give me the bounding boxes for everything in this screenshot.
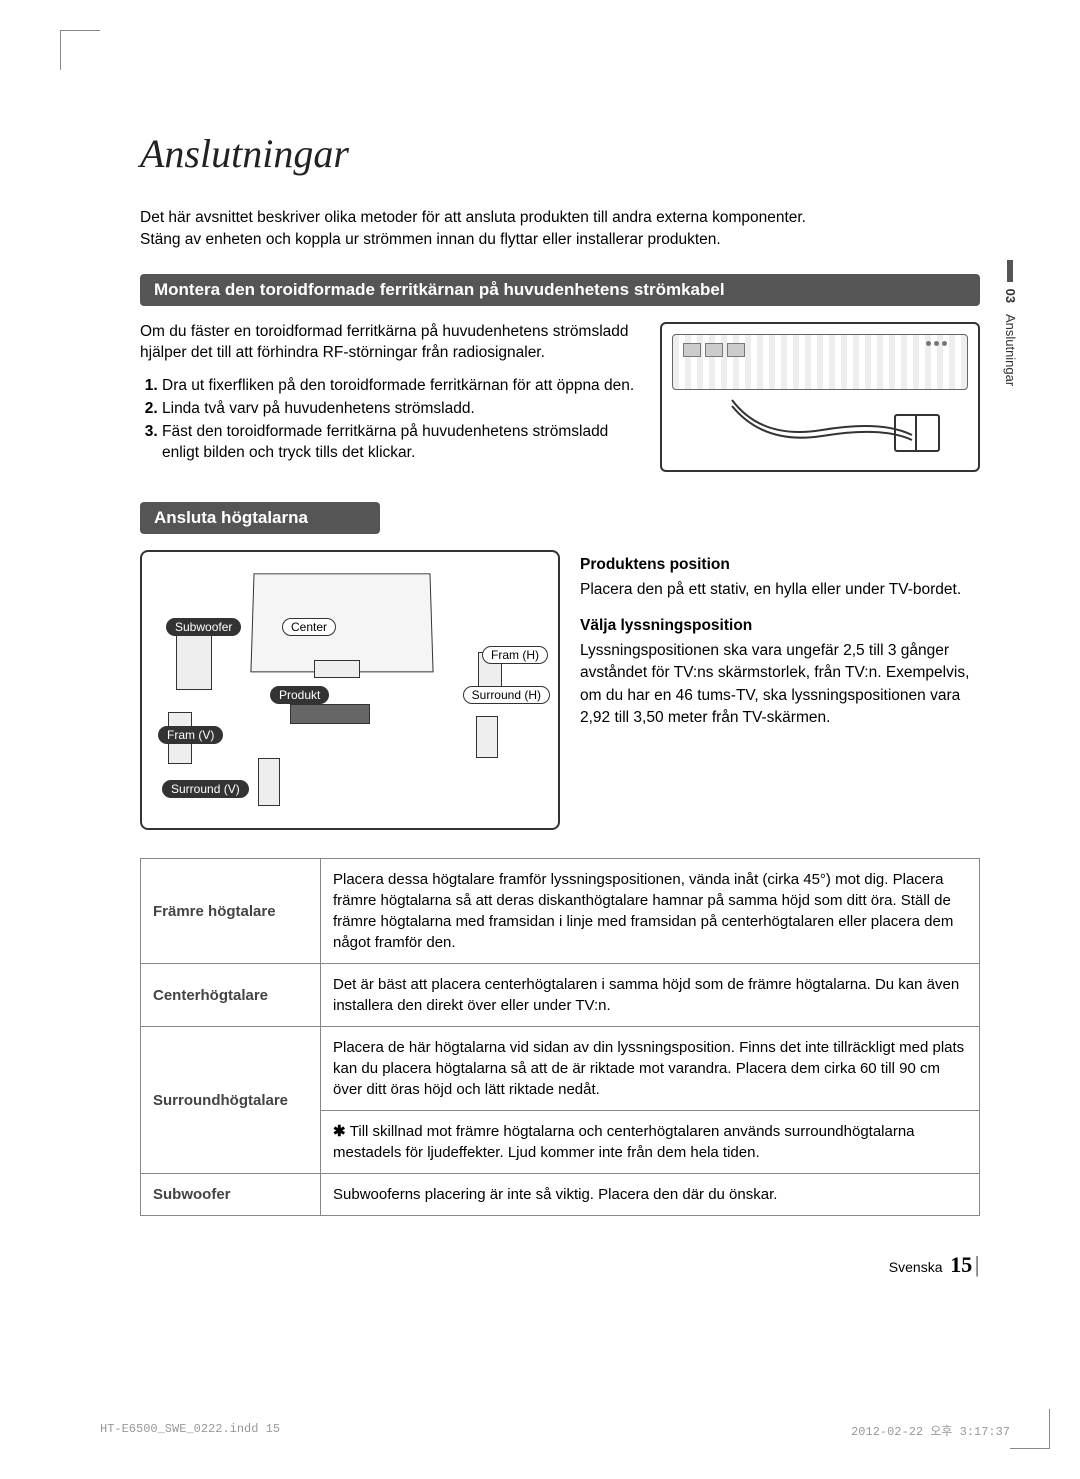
intro-text: Det här avsnittet beskriver olika metode… <box>140 207 980 250</box>
position-para-1: Placera den på ett stativ, en hylla elle… <box>580 579 980 601</box>
table-row: Subwoofer Subwooferns placering är inte … <box>141 1174 980 1216</box>
ferrite-row: Om du fäster en toroidformad ferritkärna… <box>140 322 980 472</box>
manual-page: 03 Anslutningar Anslutningar Det här avs… <box>0 0 1080 1479</box>
surround-left-shape <box>258 758 280 806</box>
label-front-l: Fram (V) <box>158 726 223 744</box>
position-text: Produktens position Placera den på ett s… <box>580 550 980 743</box>
crop-mark-tl <box>60 30 100 70</box>
side-chapter-text: Anslutningar <box>1003 314 1018 386</box>
ferrite-para: Om du fäster en toroidformad ferritkärna… <box>140 322 640 364</box>
label-subwoofer: Subwoofer <box>166 618 241 636</box>
center-shape <box>314 660 360 678</box>
ferrite-steps: Dra ut fixerfliken på den toroidformade … <box>140 376 640 464</box>
label-product: Produkt <box>270 686 329 704</box>
page-title: Anslutningar <box>140 130 980 177</box>
print-footer: HT-E6500_SWE_0222.indd 15 2012-02-22 오후 … <box>100 1422 1010 1439</box>
print-file: HT-E6500_SWE_0222.indd 15 <box>100 1422 280 1439</box>
star-icon: ✱ <box>333 1123 350 1140</box>
tv-shape <box>250 574 433 673</box>
table-row: Surroundhögtalare Placera de här högtala… <box>141 1027 980 1111</box>
cell-center-label: Centerhögtalare <box>141 964 321 1027</box>
table-row: Främre högtalare Placera dessa högtalare… <box>141 859 980 964</box>
side-chapter-number: 03 <box>1003 289 1018 303</box>
cell-surround-text: Placera de här högtalarna vid sidan av d… <box>321 1027 980 1111</box>
speaker-layout-diagram: Subwoofer Center Fram (H) Fram (V) Surro… <box>140 550 560 830</box>
footer-page-number: 15 <box>950 1252 972 1277</box>
section-heading-ferrite: Montera den toroidformade ferritkärnan p… <box>140 274 980 306</box>
table-row: Centerhögtalare Det är bäst att placera … <box>141 964 980 1027</box>
label-surround-r: Surround (H) <box>463 686 550 704</box>
position-heading-2: Välja lyssningsposition <box>580 615 980 637</box>
surround-right-shape <box>476 716 498 758</box>
step-2: Linda två varv på huvudenhetens strömsla… <box>162 399 640 420</box>
position-heading-1: Produktens position <box>580 554 980 576</box>
speaker-row: Subwoofer Center Fram (H) Fram (V) Surro… <box>140 550 980 830</box>
print-date: 2012-02-22 오후 3:17:37 <box>851 1422 1010 1439</box>
subwoofer-shape <box>176 632 212 690</box>
label-center: Center <box>282 618 336 636</box>
crop-mark-br <box>1010 1409 1050 1449</box>
footer-lang: Svenska <box>889 1259 943 1275</box>
cell-surround-note: ✱ Till skillnad mot främre högtalarna oc… <box>321 1111 980 1174</box>
cell-sub-label: Subwoofer <box>141 1174 321 1216</box>
label-surround-l: Surround (V) <box>162 780 249 798</box>
ferrite-core-icon <box>894 414 940 452</box>
label-front-r: Fram (H) <box>482 646 548 664</box>
device-illustration <box>660 322 980 472</box>
ferrite-text: Om du fäster en toroidformad ferritkärna… <box>140 322 640 466</box>
cell-surround-label: Surroundhögtalare <box>141 1027 321 1174</box>
cell-front-text: Placera dessa högtalare framför lyssning… <box>321 859 980 964</box>
page-footer: Svenska 15| <box>140 1252 980 1278</box>
cell-sub-text: Subwooferns placering är inte så viktig.… <box>321 1174 980 1216</box>
speaker-placement-table: Främre högtalare Placera dessa högtalare… <box>140 858 980 1216</box>
product-shape <box>290 704 370 724</box>
cell-center-text: Det är bäst att placera centerhögtalaren… <box>321 964 980 1027</box>
cell-front-label: Främre högtalare <box>141 859 321 964</box>
position-para-2: Lyssningspositionen ska vara ungefär 2,5… <box>580 640 980 730</box>
section-heading-speakers: Ansluta högtalarna <box>140 502 380 534</box>
side-chapter-tab: 03 Anslutningar <box>1003 260 1018 386</box>
step-3: Fäst den toroidformade ferritkärna på hu… <box>162 422 640 464</box>
step-1: Dra ut fixerfliken på den toroidformade … <box>162 376 640 397</box>
